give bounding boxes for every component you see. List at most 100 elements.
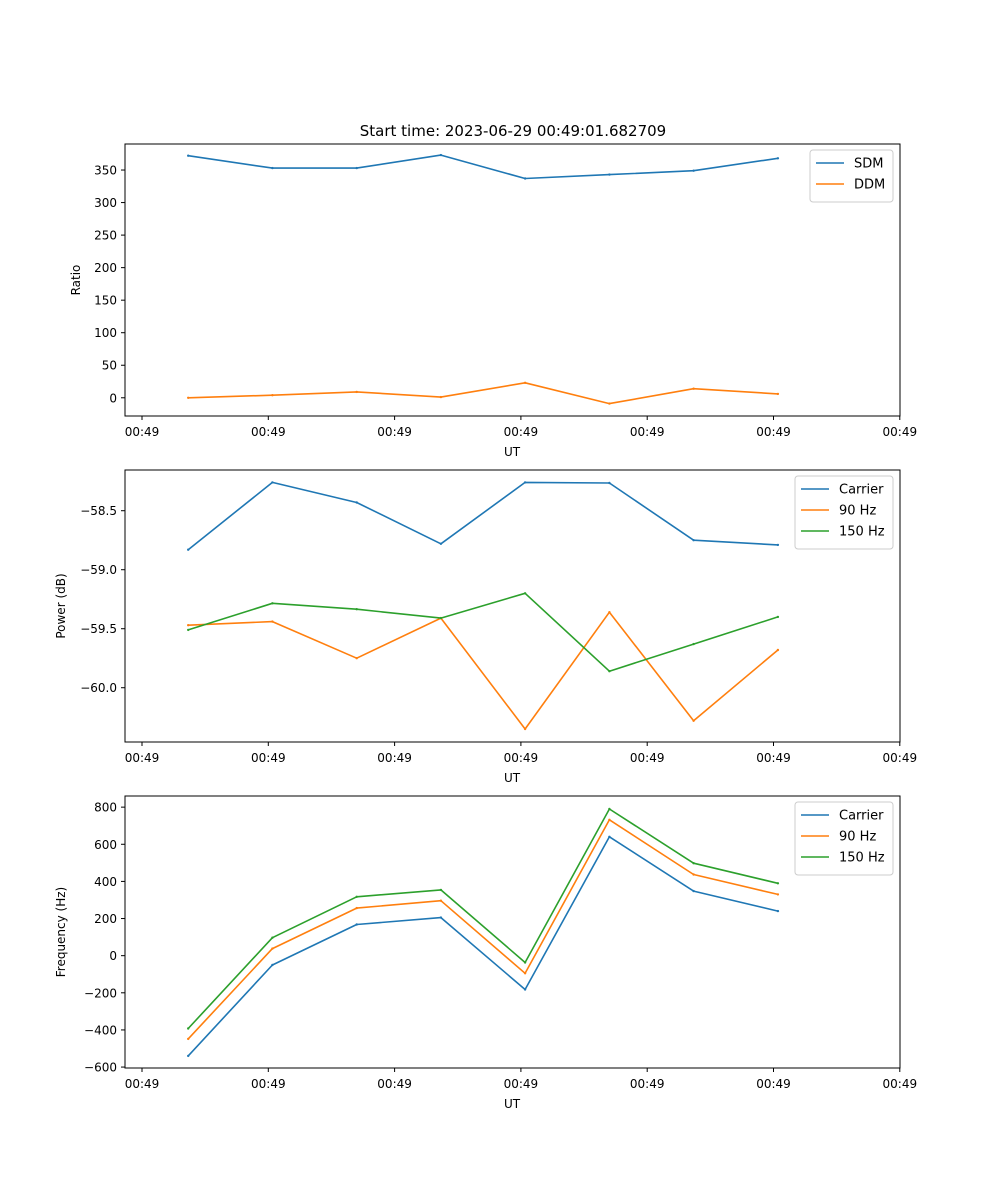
panel-1-series-line-2 (188, 381, 778, 405)
panel-2-x-tick-label-1: 00:49 (125, 751, 160, 765)
panel-3-series-3-point-7 (692, 862, 695, 865)
panel-1-series-1-point-1 (187, 154, 190, 157)
panel-2-y-tick-label-1: −58.5 (80, 504, 117, 518)
panel-3-legend-label-3: 150 Hz (839, 851, 885, 866)
panel-3-y-tick-label-6: 400 (94, 875, 117, 889)
panel-3-series-1-point-6 (608, 835, 611, 838)
panel-2-series-3-point-6 (608, 670, 611, 673)
panel-3-series-3-point-1 (187, 1027, 190, 1030)
panel-2-series-1-point-5 (523, 481, 527, 484)
panel-1-y-tick-label-2: 50 (102, 359, 117, 373)
panel-2-series-1-point-8 (776, 543, 780, 547)
panel-3: 00:4900:4900:4900:4900:4900:4900:4900:50… (54, 795, 918, 1111)
panel-3-legend-label-1: Carrier (839, 809, 884, 824)
panel-2-series-3-point-2 (271, 602, 274, 605)
panel-2-x-tick-label-4: 00:49 (504, 751, 539, 765)
panel-3-y-tick-label-2: −400 (84, 1023, 117, 1037)
panel-1-y-tick-label-1: 0 (109, 391, 117, 405)
panel-1-series-2-point-6 (608, 402, 611, 405)
panel-1-series-2-point-3 (355, 390, 358, 394)
panel-2-series-1-point-4 (439, 542, 443, 545)
panel-3-series-2-point-4 (439, 899, 443, 902)
panel-3-series-2-point-8 (776, 893, 780, 896)
panel-3-axes-frame (124, 795, 901, 1069)
panel-3-x-tick-label-7: 00:49 (883, 1077, 918, 1091)
panel-2-y-tick-label-4: −60.0 (80, 681, 117, 695)
panel-2-series-line-3 (187, 592, 779, 673)
panel-1-x-tick-label-4: 00:49 (504, 425, 539, 439)
panel-1-series-2-point-2 (271, 394, 274, 397)
panel-2-y-tick-label-3: −59.5 (80, 622, 117, 636)
panel-1-y-tick-label-6: 250 (94, 229, 117, 243)
panel-1-series-1-point-3 (355, 166, 358, 170)
panel-3-y-tick-label-7: 600 (94, 838, 117, 852)
panel-2-series-1-point-2 (271, 481, 274, 484)
panel-2-series-2-point-2 (271, 620, 274, 623)
panel-3-series-line-3 (187, 808, 779, 1030)
panel-2-series-line-2 (188, 611, 779, 730)
panel-2-series-line-1 (187, 481, 778, 551)
panel-1-series-2-point-7 (692, 387, 695, 390)
panel-3-series-2-point-5 (523, 972, 527, 975)
panel-3-x-tick-label-2: 00:49 (251, 1077, 286, 1091)
panel-2-series-2-point-8 (776, 648, 780, 652)
figure-title: Start time: 2023-06-29 00:49:01.682709 (360, 122, 666, 140)
panel-2-y-tick-label-2: −59.0 (80, 563, 117, 577)
panel-3-series-2-point-7 (692, 873, 695, 876)
panel-3-y-tick-label-4: 0 (109, 949, 117, 963)
panel-3-series-1-point-8 (776, 909, 780, 913)
panel-2-legend-label-1: Carrier (839, 483, 884, 498)
panel-1-y-tick-label-8: 350 (94, 164, 117, 178)
panel-1-series-2-point-4 (439, 395, 443, 399)
panel-2-series-3-point-8 (776, 615, 780, 619)
panel-1: 00:4900:4900:4900:4900:4900:4900:4900:50… (69, 143, 918, 459)
panel-1-x-tick-label-2: 00:49 (251, 425, 286, 439)
panel-3-series-3-point-3 (355, 895, 358, 898)
panel-3-series-3-point-4 (439, 888, 443, 892)
panel-1-series-1-point-7 (692, 169, 695, 172)
panel-2-x-tick-label-2: 00:49 (251, 751, 286, 765)
panel-2-x-tick-label-7: 00:49 (883, 751, 918, 765)
panel-3-series-1-point-3 (355, 923, 358, 926)
panel-3-x-tick-label-3: 00:49 (377, 1077, 412, 1091)
panel-1-legend: SDM DDM (809, 149, 894, 203)
panel-3-x-tick-label-1: 00:49 (125, 1077, 160, 1091)
panel-2-x-tick-label-5: 00:49 (630, 751, 665, 765)
panel-2-series-3-point-3 (355, 608, 358, 611)
panel-2-legend-label-3: 150 Hz (839, 525, 885, 540)
panel-1-x-tick-label-7: 00:49 (883, 425, 918, 439)
panel-1-series-1-point-5 (523, 177, 527, 180)
panel-3-x-tick-label-5: 00:49 (630, 1077, 665, 1091)
panel-2-series-1-point-3 (355, 501, 358, 504)
panel-2-series-2-point-6 (608, 611, 611, 614)
panel-3-y-tick-label-3: −200 (84, 986, 117, 1000)
panel-1-series-2-point-8 (776, 392, 780, 396)
panel-2: 00:4900:4900:4900:4900:4900:4900:4900:50… (54, 469, 918, 785)
panel-3-series-1-point-4 (439, 916, 443, 919)
panel-1-y-axis-label: Ratio (69, 265, 83, 296)
panel-1-series-1-point-6 (608, 173, 611, 176)
panel-2-series-3-point-1 (187, 628, 190, 632)
panel-3-legend: Carrier 90 Hz 150 Hz (794, 801, 894, 876)
panel-1-x-axis-label: UT (504, 445, 521, 459)
panel-2-x-axis-label: UT (504, 771, 521, 785)
panel-2-series-2-point-1 (187, 624, 190, 627)
panel-1-series-line-1 (188, 154, 779, 180)
panel-1-y-tick-label-7: 300 (94, 196, 117, 210)
panel-3-legend-label-2: 90 Hz (839, 830, 876, 845)
panel-1-x-tick-label-1: 00:49 (125, 425, 160, 439)
panel-3-series-3-point-2 (271, 936, 274, 939)
panel-2-series-1-point-6 (608, 481, 611, 485)
panel-3-series-2-point-6 (608, 818, 611, 821)
panel-3-series-1-point-2 (271, 963, 274, 967)
panel-3-x-axis-label: UT (504, 1097, 521, 1111)
panel-3-series-2-point-1 (187, 1037, 190, 1041)
panel-3-x-tick-label-6: 00:49 (756, 1077, 791, 1091)
panel-3-series-2-point-3 (355, 906, 358, 910)
panel-2-series-2-point-5 (523, 727, 527, 731)
panel-3-y-tick-label-8: 800 (94, 801, 117, 815)
panel-1-series-1-point-2 (271, 166, 274, 170)
panel-1-axes-frame (124, 143, 901, 417)
panel-1-series-2-point-1 (187, 396, 190, 399)
panel-1-x-tick-label-3: 00:49 (377, 425, 412, 439)
